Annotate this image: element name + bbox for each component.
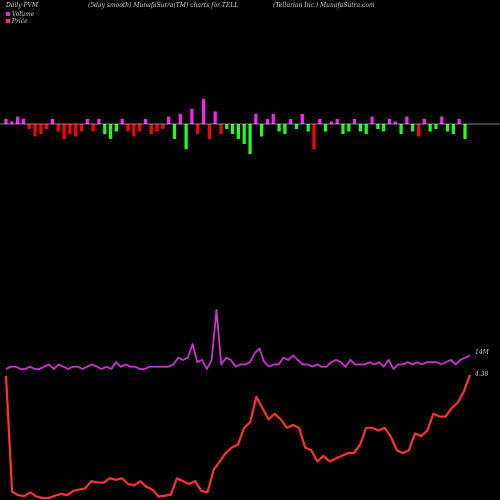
pvm-bar xyxy=(376,124,380,129)
pvm-bar xyxy=(155,124,159,132)
pvm-bar xyxy=(335,119,339,124)
pvm-bar xyxy=(422,119,426,124)
pvm-bar xyxy=(457,119,461,124)
pvm-bar xyxy=(353,119,357,124)
pvm-bar xyxy=(225,124,229,129)
pvm-bar xyxy=(358,124,363,132)
legend-volume-label: Volume xyxy=(11,11,35,18)
legend-price: Price xyxy=(6,18,28,25)
pvm-bar xyxy=(434,124,438,129)
pvm-bar xyxy=(440,116,444,124)
pvm-bar xyxy=(62,124,66,139)
pvm-bar xyxy=(306,124,310,132)
pvm-bar xyxy=(201,99,206,124)
pvm-bar xyxy=(219,124,223,134)
pvm-bar xyxy=(33,124,37,137)
pvm-bar xyxy=(190,109,194,124)
pvm-bar xyxy=(329,121,333,124)
pvm-bar xyxy=(79,124,84,132)
pvm-bar xyxy=(120,119,124,124)
pvm-bar xyxy=(271,114,275,124)
pvm-bar xyxy=(370,116,374,124)
pvm-bar xyxy=(387,119,392,124)
pvm-bar xyxy=(248,124,252,154)
pvm-bar xyxy=(341,124,345,134)
pvm-bar xyxy=(323,124,328,132)
pvm-bar xyxy=(138,124,142,132)
pvm-bar xyxy=(260,124,264,137)
pvm-bars xyxy=(4,99,467,154)
pvm-bar xyxy=(114,124,118,132)
pvm-bar xyxy=(85,119,89,124)
pvm-bar xyxy=(416,124,421,137)
volume-line xyxy=(5,309,471,370)
pvm-bar xyxy=(97,119,101,124)
pvm-bar xyxy=(283,124,287,134)
pvm-bar xyxy=(411,124,415,132)
pvm-bar xyxy=(172,124,177,139)
pvm-bar xyxy=(254,114,258,124)
header-right: (Tellurian Inc.) MunafaSutra.com xyxy=(273,2,375,9)
price-end-label: 4.38 xyxy=(475,371,489,378)
pvm-bar xyxy=(161,124,165,129)
pvm-bar xyxy=(16,116,20,124)
pvm-bar xyxy=(39,124,43,134)
pvm-bar xyxy=(50,119,55,124)
volume-end-label: 14M xyxy=(475,349,489,356)
pvm-bar xyxy=(27,124,31,129)
pvm-bar xyxy=(231,124,235,134)
pvm-bar xyxy=(294,124,299,129)
pvm-bar xyxy=(236,124,241,139)
pvm-bar xyxy=(4,119,8,124)
pvm-bar xyxy=(277,124,281,132)
legend-price-swatch xyxy=(6,19,10,23)
pvm-bar xyxy=(300,114,304,124)
pvm-bar xyxy=(167,116,171,124)
pvm-bar xyxy=(196,124,200,134)
price-line xyxy=(4,374,472,500)
pvm-bar xyxy=(463,124,467,139)
pvm-bar xyxy=(56,124,60,132)
header-left: Daily PVM xyxy=(6,2,39,9)
legend-price-label: Price xyxy=(11,18,28,25)
pvm-bar xyxy=(108,124,113,139)
pvm-bar xyxy=(132,124,136,137)
pvm-bar xyxy=(21,119,26,124)
volume-series xyxy=(5,309,471,370)
pvm-bar xyxy=(143,119,148,124)
pvm-bar xyxy=(289,119,293,124)
pvm-bar xyxy=(242,124,246,144)
pvm-bar xyxy=(393,121,397,124)
pvm-bar xyxy=(364,124,368,134)
pvm-bar xyxy=(445,124,450,132)
pvm-bar xyxy=(318,119,322,124)
pvm-bar xyxy=(126,124,130,132)
pvm-bar xyxy=(207,124,211,139)
price-series xyxy=(4,374,472,500)
pvm-bar xyxy=(103,124,107,134)
pvm-bar xyxy=(428,124,432,132)
pvm-bar xyxy=(149,124,153,134)
pvm-bar xyxy=(265,119,270,124)
legend-volume-swatch xyxy=(6,12,10,16)
legend-volume: Volume xyxy=(6,11,34,18)
pvm-bar xyxy=(405,116,409,124)
pvm-bar xyxy=(45,124,49,129)
pvm-bar xyxy=(68,124,72,134)
pvm-bar xyxy=(213,111,217,124)
pvm-bar xyxy=(382,124,386,132)
header-center: (5day smooth) MunafaSutra(TM) charts for… xyxy=(88,2,239,9)
pvm-bar xyxy=(10,121,14,124)
pvm-bar xyxy=(312,124,316,149)
pvm-bar xyxy=(178,114,182,124)
pvm-bar xyxy=(74,124,78,137)
pvm-bar xyxy=(347,124,351,132)
pvm-bar xyxy=(184,124,188,149)
pvm-bar xyxy=(399,124,403,134)
pvm-bar xyxy=(91,124,95,132)
pvm-bar xyxy=(451,124,455,134)
